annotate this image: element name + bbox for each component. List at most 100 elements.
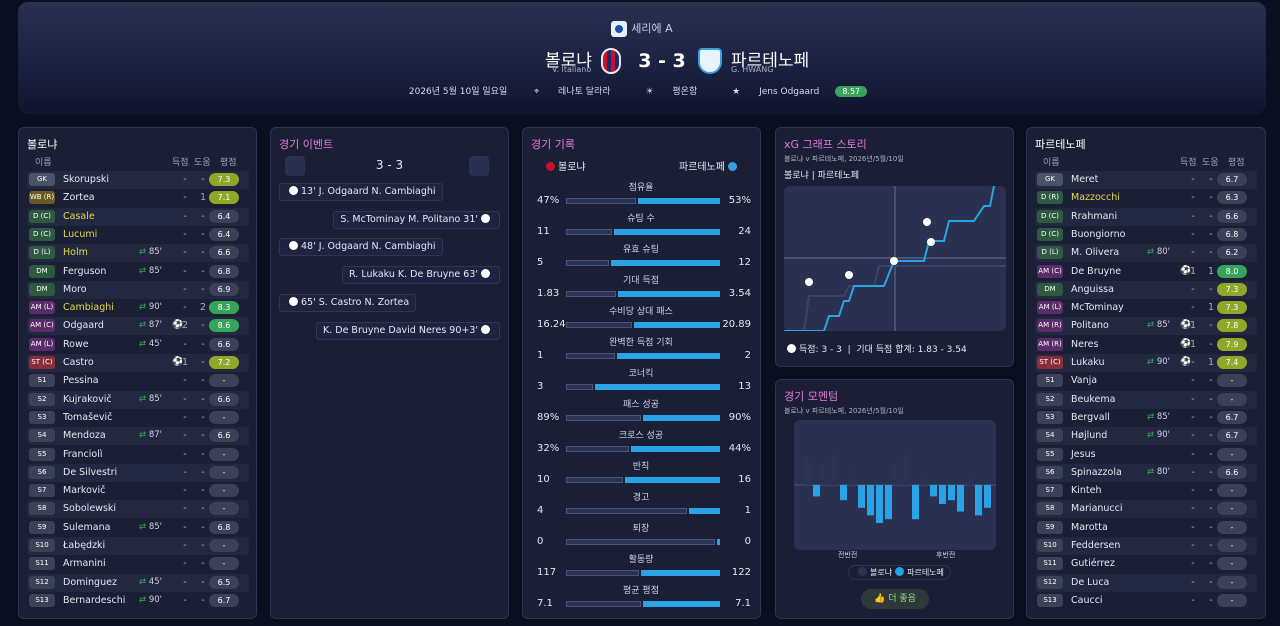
player-name[interactable]: M. Olivera bbox=[1071, 247, 1120, 259]
player-name[interactable]: Buongiorno bbox=[1071, 228, 1126, 240]
player-row[interactable]: WB (R) Zortea -1 7.1 bbox=[27, 189, 249, 207]
player-row[interactable]: AM (L) Rowe ⇄ 45' - -6.6 bbox=[27, 336, 249, 354]
player-name[interactable]: Rrahmani bbox=[1071, 210, 1118, 222]
player-name[interactable]: Meret bbox=[1071, 174, 1099, 185]
player-row[interactable]: S12 Dominguez ⇄ 45' - -6.5 bbox=[27, 573, 249, 592]
player-row[interactable]: S1 Pessina - - - bbox=[27, 372, 249, 390]
player-row[interactable]: S4 Mendoza ⇄ 87' - -6.6 bbox=[27, 427, 249, 446]
player-name[interactable]: Neres bbox=[1071, 338, 1099, 350]
player-name[interactable]: Dominguez bbox=[63, 576, 117, 588]
player-name[interactable]: Caucci bbox=[1071, 594, 1103, 606]
player-row[interactable]: S9 Sulemana ⇄ 85' - -6.8 bbox=[27, 519, 249, 537]
player-row[interactable]: S4 Højlund ⇄ 90' - -6.7 bbox=[1035, 427, 1257, 446]
player-row[interactable]: S9 Marotta - - - bbox=[1035, 519, 1257, 537]
player-row[interactable]: DM Anguissa - -7.3 bbox=[1035, 280, 1257, 299]
stats-away-label[interactable]: 파르테노페 bbox=[679, 158, 740, 173]
player-row[interactable]: D (C) Casale - -6.4 bbox=[27, 207, 249, 226]
player-name[interactable]: Rowe bbox=[63, 338, 89, 350]
player-name[interactable]: Zortea bbox=[63, 192, 95, 204]
player-row[interactable]: S6 De Silvestri - - - bbox=[27, 463, 249, 482]
player-row[interactable]: DM Ferguson ⇄ 85' - -6.8 bbox=[27, 263, 249, 281]
player-row[interactable]: D (R) Mazzocchi - -6.3 bbox=[1035, 189, 1257, 207]
player-name[interactable]: Spinazzola bbox=[1071, 466, 1122, 478]
player-row[interactable]: S10 Feddersen - - - bbox=[1035, 537, 1257, 555]
player-row[interactable]: DM Moro - -6.9 bbox=[27, 280, 249, 299]
player-name[interactable]: Lukaku bbox=[1071, 357, 1105, 368]
player-name[interactable]: McTominay bbox=[1071, 302, 1124, 314]
player-name[interactable]: De Luca bbox=[1071, 576, 1110, 588]
player-name[interactable]: Cambiaghi bbox=[63, 302, 114, 314]
player-row[interactable]: AM (L) McTominay -1 7.3 bbox=[1035, 299, 1257, 317]
player-name[interactable]: Łabędzki bbox=[63, 540, 106, 551]
competition[interactable]: 세리에 A bbox=[18, 20, 1266, 37]
player-name[interactable]: Højlund bbox=[1071, 430, 1108, 442]
player-row[interactable]: S11 Gutiérrez - - - bbox=[1035, 555, 1257, 573]
player-name[interactable]: Kinteh bbox=[1071, 485, 1102, 497]
player-row[interactable]: AM (R) Neres ⚽ 1-7.9 bbox=[1035, 336, 1257, 354]
player-name[interactable]: Lucumi bbox=[63, 228, 98, 240]
goal-event[interactable]: K. De Bruyne David Neres 90+3' bbox=[315, 321, 500, 340]
player-name[interactable]: Holm bbox=[63, 247, 88, 259]
player-row[interactable]: S2 Beukema - - - bbox=[1035, 390, 1257, 409]
player-row[interactable]: S7 Kinteh - - - bbox=[1035, 482, 1257, 500]
player-row[interactable]: D (C) Lucumi - -6.4 bbox=[27, 226, 249, 244]
player-name[interactable]: Jesus bbox=[1071, 448, 1096, 460]
player-row[interactable]: S12 De Luca - - - bbox=[1035, 573, 1257, 592]
player-row[interactable]: AM (C) Odgaard ⇄ 87' ⚽ 2-8.6 bbox=[27, 317, 249, 336]
player-row[interactable]: D (L) Holm ⇄ 85' - -6.6 bbox=[27, 244, 249, 263]
player-row[interactable]: S1 Vanja - - - bbox=[1035, 372, 1257, 390]
player-name[interactable]: Politano bbox=[1071, 320, 1109, 332]
player-row[interactable]: AM (C) De Bruyne ⚽ 1 1 8.0 bbox=[1035, 263, 1257, 281]
player-row[interactable]: S10 Łabędzki - - - bbox=[27, 537, 249, 555]
player-row[interactable]: S11 Armanini - - - bbox=[27, 555, 249, 573]
player-name[interactable]: De Silvestri bbox=[63, 466, 118, 478]
player-name[interactable]: Sulemana bbox=[63, 521, 111, 533]
player-name[interactable]: Mendoza bbox=[63, 430, 106, 442]
player-row[interactable]: S7 Markovič - - - bbox=[27, 482, 249, 500]
player-row[interactable]: AM (R) Politano ⇄ 85' ⚽ 1-7.8 bbox=[1035, 317, 1257, 336]
player-name[interactable]: Franciolì bbox=[63, 448, 103, 460]
player-row[interactable]: S13 Bernardeschi ⇄ 90' - -6.7 bbox=[27, 592, 249, 610]
goal-event[interactable]: 48' J. Odgaard N. Cambiaghi bbox=[279, 238, 443, 257]
momentum-graph[interactable] bbox=[794, 420, 996, 550]
player-row[interactable]: S3 Tomaševič - - - bbox=[27, 409, 249, 427]
home-team-name[interactable]: 볼로냐 bbox=[545, 51, 592, 71]
goal-event[interactable]: R. Lukaku K. De Bruyne 63' bbox=[342, 266, 500, 285]
away-team-name[interactable]: 파르테노페 bbox=[731, 51, 810, 71]
player-name[interactable]: Ferguson bbox=[63, 265, 107, 277]
player-name[interactable]: Vanja bbox=[1071, 375, 1098, 387]
player-row[interactable]: D (C) Buongiorno - -6.8 bbox=[1035, 226, 1257, 244]
player-row[interactable]: D (C) Rrahmani - -6.6 bbox=[1035, 207, 1257, 226]
player-row[interactable]: S2 Kujrakovič ⇄ 85' - -6.6 bbox=[27, 390, 249, 409]
player-row[interactable]: GK Skorupski - -7.3 bbox=[27, 171, 249, 189]
player-name[interactable]: De Bruyne bbox=[1071, 265, 1122, 277]
goal-event[interactable]: 65' S. Castro N. Zortea bbox=[279, 293, 417, 312]
man-of-the-match[interactable]: ★ Jens Odgaard 8.57 bbox=[724, 86, 875, 97]
player-name[interactable]: Gutiérrez bbox=[1071, 558, 1115, 570]
player-row[interactable]: S5 Jesus - - - bbox=[1035, 446, 1257, 464]
player-name[interactable]: Castro bbox=[63, 357, 94, 368]
player-name[interactable]: Mazzocchi bbox=[1071, 192, 1120, 204]
player-row[interactable]: AM (L) Cambiaghi ⇄ 90' -2 8.3 bbox=[27, 299, 249, 317]
player-name[interactable]: Skorupski bbox=[63, 174, 110, 185]
player-row[interactable]: S8 Marianucci - - - bbox=[1035, 500, 1257, 519]
player-row[interactable]: S6 Spinazzola ⇄ 80' - -6.6 bbox=[1035, 463, 1257, 482]
player-row[interactable]: ST (C) Castro ⚽ 1 -7.2 bbox=[27, 354, 249, 372]
xg-graph[interactable] bbox=[784, 170, 1006, 332]
player-name[interactable]: Kujrakovič bbox=[63, 393, 112, 405]
player-name[interactable]: Marianucci bbox=[1071, 503, 1123, 515]
player-name[interactable]: Tomaševič bbox=[63, 411, 113, 423]
player-row[interactable]: S3 Bergvall ⇄ 85' - -6.7 bbox=[1035, 409, 1257, 427]
player-name[interactable]: Bernardeschi bbox=[63, 594, 126, 606]
player-row[interactable]: S5 Franciolì - - - bbox=[27, 446, 249, 464]
player-row[interactable]: GK Meret - -6.7 bbox=[1035, 171, 1257, 189]
player-name[interactable]: Sobolewski bbox=[63, 503, 117, 515]
player-name[interactable]: Odgaard bbox=[63, 320, 104, 332]
player-name[interactable]: Anguissa bbox=[1071, 283, 1114, 295]
better-button[interactable]: 👍 더 좋음 bbox=[861, 589, 929, 609]
goal-event[interactable]: 13' J. Odgaard N. Cambiaghi bbox=[279, 183, 443, 201]
goal-event[interactable]: S. McTominay M. Politano 31' bbox=[333, 210, 500, 229]
player-name[interactable]: Bergvall bbox=[1071, 411, 1110, 423]
player-row[interactable]: ST (C) Lukaku ⇄ 90' ⚽ - 1 7.4 bbox=[1035, 354, 1257, 372]
player-row[interactable]: D (L) M. Olivera ⇄ 80' - -6.2 bbox=[1035, 244, 1257, 263]
